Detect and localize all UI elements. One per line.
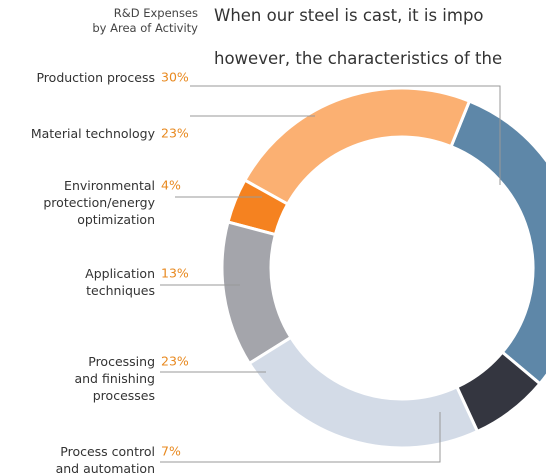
- category-label: Processing and finishing processes: [74, 354, 155, 403]
- leader-line: [190, 85, 501, 185]
- category-label: Production process: [36, 70, 155, 85]
- value-label: 7%: [161, 444, 181, 459]
- category-label: Application techniques: [85, 266, 155, 298]
- value-label: 23%: [161, 354, 189, 369]
- value-label: 4%: [161, 178, 181, 193]
- donut-segment: [247, 335, 480, 450]
- donut-segment: [449, 99, 546, 386]
- donut-segment: [242, 86, 472, 207]
- donut-segment: [454, 350, 543, 434]
- value-label: 13%: [161, 266, 189, 281]
- leader-line: [160, 412, 441, 463]
- value-label: 23%: [161, 126, 189, 141]
- category-label: Environmental protection/energy optimiza…: [43, 178, 155, 227]
- category-label: Process control and automation: [55, 444, 155, 476]
- chart-title: R&D Expenses by Area of Activity: [92, 6, 198, 35]
- value-label: 30%: [161, 70, 189, 85]
- body-text: however, the characteristics of the: [214, 49, 503, 68]
- body-text: When our steel is cast, it is impo: [214, 6, 484, 25]
- donut-segment: [226, 178, 290, 237]
- donut-segment: [220, 220, 293, 366]
- category-label: Material technology: [30, 126, 155, 141]
